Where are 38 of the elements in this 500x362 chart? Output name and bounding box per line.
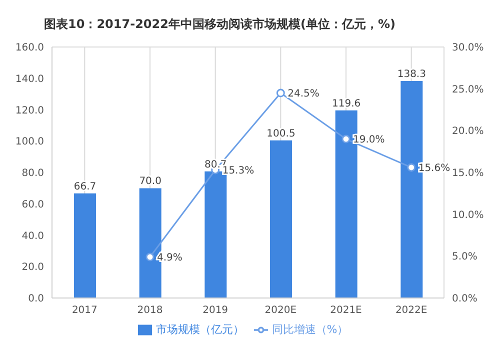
legend-label: 同比增速（%）: [272, 323, 348, 336]
x-tick-label: 2018: [137, 305, 163, 316]
x-tick-label: 2017: [72, 305, 98, 316]
data-label: 138.3: [397, 69, 426, 80]
data-label: 24.5%: [288, 88, 320, 100]
y-tick-label: 140.0: [15, 74, 44, 85]
y2-tick-label: 10.0%: [452, 210, 484, 221]
y-tick-label: 60.0: [22, 199, 44, 210]
x-tick-label: 2022E: [395, 305, 428, 316]
y2-tick-label: 30.0%: [452, 42, 484, 54]
y-tick-label: 0.0: [28, 294, 44, 305]
y2-tick-label: 20.0%: [452, 126, 484, 138]
point: [276, 88, 285, 98]
y2-tick-label: 15.0%: [452, 168, 484, 180]
point: [342, 134, 350, 144]
y-tick-label: 120.0: [15, 105, 44, 116]
y-tick-label: 40.0: [22, 230, 44, 242]
point: [146, 252, 154, 262]
y2-tick-label: 0.0%: [452, 294, 478, 305]
bar: [74, 193, 96, 298]
data-label: 66.7: [74, 181, 96, 192]
data-label: 70.0: [139, 176, 162, 188]
point: [407, 163, 416, 172]
x-tick-label: 2020E: [264, 305, 297, 316]
y2-tick-label: 25.0%: [452, 84, 484, 96]
y-tick-label: 100.0: [15, 136, 44, 148]
data-label: 119.6: [332, 98, 361, 110]
x-tick-label: 2019: [202, 305, 228, 316]
y-tick-label: 160.0: [15, 42, 44, 54]
chart-title: 图表10：2017-2022年中国移动阅读市场规模(单位：亿元，%): [43, 16, 396, 33]
y-tick-label: 80.0: [22, 168, 44, 180]
data-label: 100.5: [266, 128, 296, 140]
x-tick-label: 2021E: [330, 305, 362, 316]
y2-tick-label: 5.0%: [452, 252, 478, 263]
data-label: 15.3%: [222, 166, 254, 177]
y-tick-label: 20.0: [22, 262, 44, 274]
bar: [270, 140, 292, 298]
legend-label: 市场规模（亿元）: [156, 323, 244, 336]
